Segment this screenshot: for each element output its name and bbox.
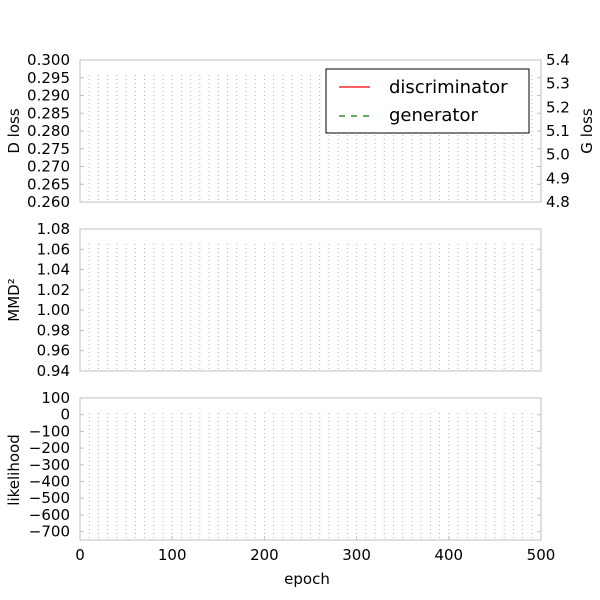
legend: discriminator generator bbox=[325, 68, 530, 134]
mmd-y-tick-label: 1.00 bbox=[37, 301, 70, 319]
loss-y2-axis-title: G loss bbox=[578, 108, 596, 154]
likelihood-y-tick-label: 0 bbox=[60, 406, 70, 424]
loss-y-tick-label: 0.265 bbox=[27, 175, 70, 193]
loss-y-tick-label: 0.270 bbox=[27, 158, 70, 176]
likelihood-y-tick-label: −200 bbox=[29, 439, 70, 457]
loss-y2-tick-label: 5.2 bbox=[546, 98, 570, 116]
likelihood-y-tick-label: −600 bbox=[29, 506, 70, 524]
likelihood-x-tick-label: 400 bbox=[434, 546, 463, 564]
mmd-panel: 0.94 0.96 0.98 1.00 1.02 1.04 1.06 1.08 MMD² bbox=[5, 220, 542, 380]
loss-y2-tick-label: 5.1 bbox=[546, 122, 570, 140]
likelihood-x-tick-label: 100 bbox=[158, 546, 187, 564]
mmd-y-tick-label: 0.94 bbox=[37, 362, 70, 380]
mmd-y-tick-label: 1.06 bbox=[37, 240, 70, 258]
mmd-y-tick-label: 0.98 bbox=[37, 321, 70, 339]
likelihood-x-tick-label: 200 bbox=[250, 546, 279, 564]
likelihood-y-tick-label: −300 bbox=[29, 456, 70, 474]
loss-y2-tick-label: 5.0 bbox=[546, 146, 570, 164]
likelihood-x-ticks: 0 100 200 300 400 500 bbox=[75, 536, 555, 564]
loss-y-tick-label: 0.300 bbox=[27, 51, 70, 69]
loss-y2-tick-label: 4.8 bbox=[546, 193, 570, 211]
mmd-grid bbox=[88, 244, 533, 369]
likelihood-y-tick-label: −400 bbox=[29, 473, 70, 491]
loss-y-tick-label: 0.285 bbox=[27, 104, 70, 122]
mmd-y-axis-title: MMD² bbox=[5, 278, 23, 321]
likelihood-y-tick-label: −700 bbox=[29, 523, 70, 541]
mmd-y-tick-label: 0.96 bbox=[37, 342, 70, 360]
legend-box bbox=[325, 68, 530, 134]
loss-y2-ticks: 4.8 4.9 5.0 5.1 5.2 5.3 5.4 bbox=[546, 51, 570, 211]
likelihood-y-tick-label: −500 bbox=[29, 489, 70, 507]
likelihood-x-tick-label: 0 bbox=[75, 546, 85, 564]
loss-panel: 0.2600.2650.2700.2750.2800.2850.2900.295… bbox=[5, 51, 596, 211]
x-axis-title: epoch bbox=[284, 570, 330, 588]
loss-y-tick-label: 0.290 bbox=[27, 87, 70, 105]
likelihood-y-tick-label: 100 bbox=[41, 389, 70, 407]
loss-y-tick-label: 0.260 bbox=[27, 193, 70, 211]
mmd-y-ticks: 0.94 0.96 0.98 1.00 1.02 1.04 1.06 1.08 bbox=[37, 220, 541, 380]
loss-y-tick-label: 0.295 bbox=[27, 69, 70, 87]
loss-y-tick-label: 0.275 bbox=[27, 140, 70, 158]
likelihood-y-axis-title: likelihood bbox=[5, 434, 23, 505]
loss-y2-tick-label: 5.3 bbox=[546, 75, 570, 93]
likelihood-x-tick-label: 300 bbox=[342, 546, 371, 564]
mmd-y-tick-label: 1.08 bbox=[37, 220, 70, 238]
likelihood-y-tick-label: −100 bbox=[29, 422, 70, 440]
loss-y-ticks: 0.2600.2650.2700.2750.2800.2850.2900.295… bbox=[27, 51, 541, 211]
legend-discriminator-label: discriminator bbox=[389, 77, 508, 98]
likelihood-x-tick-label: 500 bbox=[527, 546, 556, 564]
loss-y2-tick-label: 5.4 bbox=[546, 51, 570, 69]
mmd-y-tick-label: 1.04 bbox=[37, 261, 70, 279]
likelihood-grid bbox=[88, 413, 533, 538]
loss-y-tick-label: 0.280 bbox=[27, 122, 70, 140]
legend-generator-label: generator bbox=[389, 105, 478, 126]
loss-y-axis-title: D loss bbox=[5, 108, 23, 153]
loss-y2-tick-label: 4.9 bbox=[546, 169, 570, 187]
mmd-y-tick-label: 1.02 bbox=[37, 281, 70, 299]
